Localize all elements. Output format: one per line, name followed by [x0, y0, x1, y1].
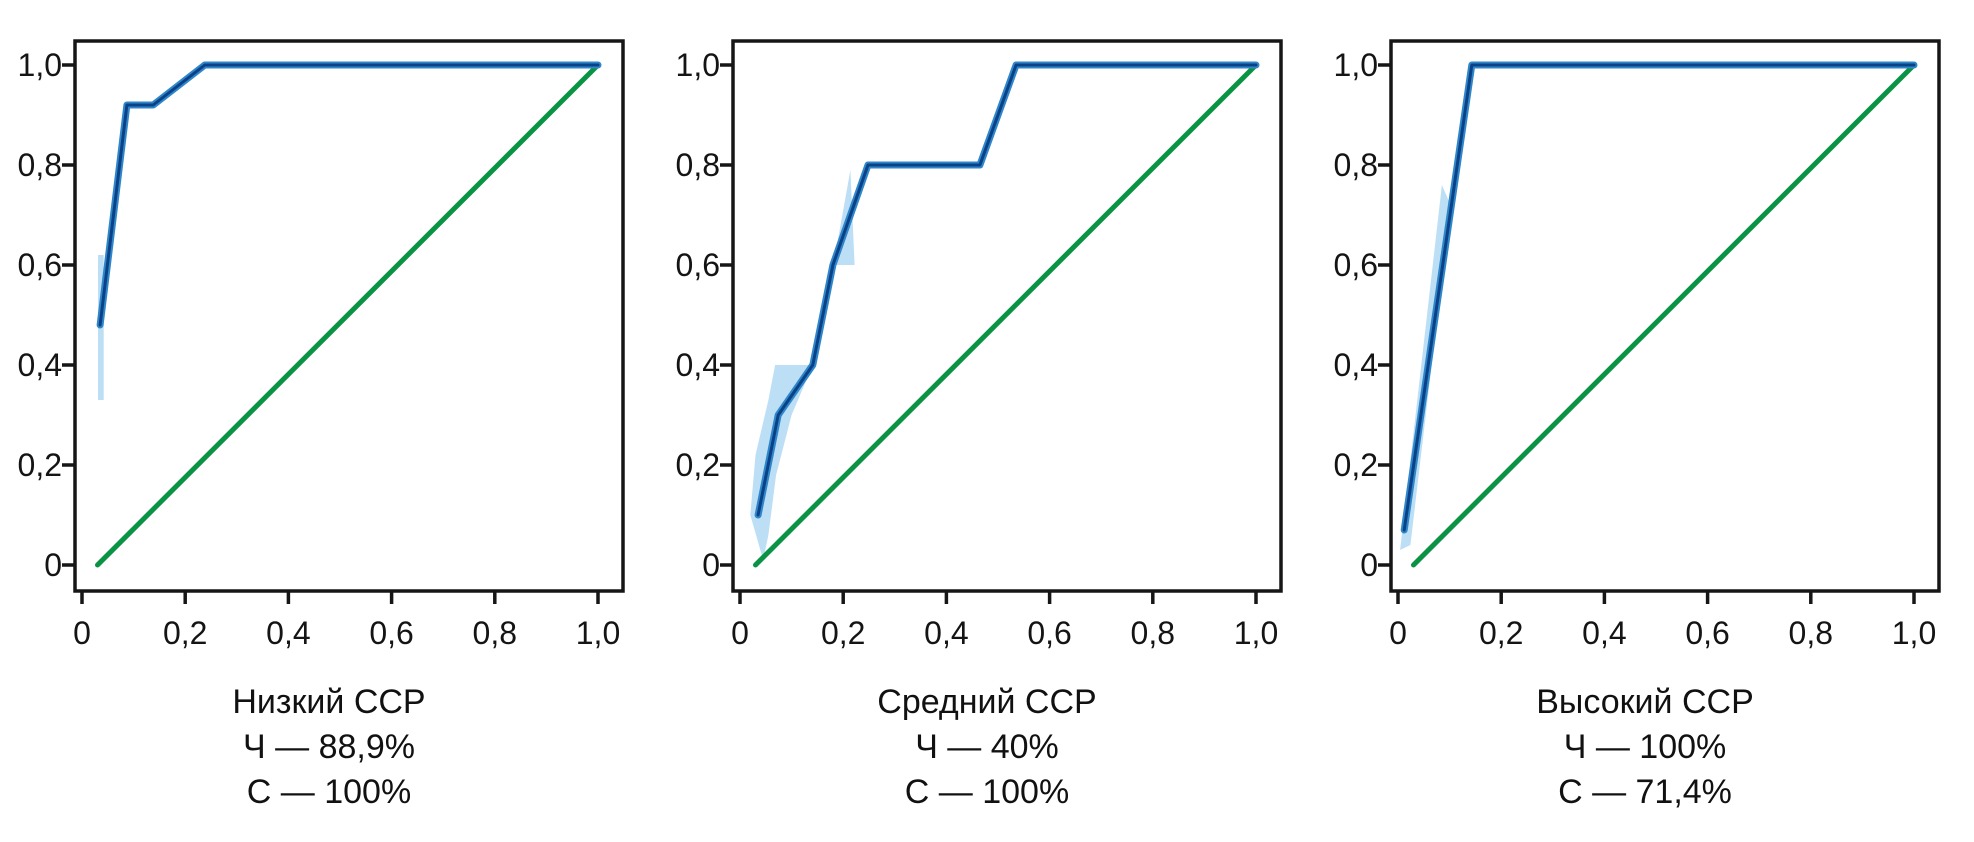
roc-panel-high: 0 0,2 0,4 0,6 0,8 1,0 0 0,2 0,4 0,6 0,8 1,0 Высокий…	[1316, 0, 1974, 842]
x-axis-tick-label: 0,8	[1131, 615, 1175, 651]
panel-title: Высокий ССР	[1536, 683, 1754, 721]
roc-curve-halo	[96, 61, 602, 329]
x-axis-tick-label: 0,2	[163, 615, 207, 651]
y-axis-tick-label: 0	[44, 547, 62, 583]
y-axis-tick-label: 0,4	[1334, 347, 1378, 383]
x-axis-tick-label: 0	[73, 615, 91, 651]
x-axis-tick-label: 0,6	[1685, 615, 1729, 651]
sensitivity-value: Ч — 100%	[1563, 728, 1727, 767]
panel-caption: Низкий ССР Ч — 88,9% С — 100%	[0, 680, 658, 816]
y-axis-tick-label: 0,6	[18, 247, 62, 283]
y-axis-tick-label: 0	[1360, 547, 1378, 583]
roc-curve	[756, 63, 1258, 517]
y-axis-tick-label: 0,4	[18, 347, 62, 383]
x-axis-tick-label: 1,0	[1234, 615, 1278, 651]
y-axis-tick-label: 0,8	[676, 147, 720, 183]
y-axis-tick-label: 0,2	[1334, 447, 1378, 483]
y-axis-tick-label: 1,0	[18, 47, 62, 83]
plot-border	[73, 39, 625, 593]
x-axis-tick-label: 0,6	[369, 615, 413, 651]
y-axis-tick-label: 0,2	[18, 447, 62, 483]
panel-title: Низкий ССР	[232, 683, 426, 721]
x-axis-tick-label: 0	[1389, 615, 1407, 651]
confidence-band-lower	[750, 365, 813, 560]
y-axis-tick-label: 0,8	[1334, 147, 1378, 183]
plot-border	[1389, 39, 1941, 593]
panel-caption: Средний ССР Ч — 40% С — 100%	[658, 680, 1316, 816]
roc-curve	[1402, 63, 1916, 532]
specificity-value: С — 100%	[246, 773, 412, 812]
x-axis-tick-label: 0,4	[266, 615, 310, 651]
roc-curve-halo	[754, 61, 1260, 519]
y-axis-tick-label: 0,2	[676, 447, 720, 483]
plot-border	[731, 39, 1283, 593]
panel-caption: Высокий ССР Ч — 100% С — 71,4%	[1316, 680, 1974, 816]
roc-plot-low: 0 0,2 0,4 0,6 0,8 1,0 0 0,2 0,4 0,6 0,8 1,0	[18, 39, 625, 651]
x-axis-tick-label: 0,4	[1582, 615, 1626, 651]
y-axis-tick-label: 0,6	[676, 247, 720, 283]
y-axis-tick-label: 0,6	[1334, 247, 1378, 283]
x-axis-tick-label: 0,6	[1027, 615, 1071, 651]
y-axis-tick-label: 0,4	[676, 347, 720, 383]
sensitivity-value: Ч — 40%	[915, 728, 1059, 767]
y-axis-tick-label: 1,0	[1334, 47, 1378, 83]
x-axis-tick-label: 0,2	[1479, 615, 1523, 651]
x-axis-tick-label: 0,8	[473, 615, 517, 651]
roc-curve	[98, 63, 600, 327]
x-axis-tick-label: 0,2	[821, 615, 865, 651]
reference-line	[95, 62, 601, 568]
roc-curve-halo	[1400, 61, 1918, 534]
specificity-value: С — 71,4%	[1558, 773, 1732, 812]
y-axis-tick-label: 0	[702, 547, 720, 583]
y-axis-tick-label: 1,0	[676, 47, 720, 83]
roc-plot-high: 0 0,2 0,4 0,6 0,8 1,0 0 0,2 0,4 0,6 0,8 1,0	[1334, 39, 1941, 651]
roc-panel-medium: 0 0,2 0,4 0,6 0,8 1,0 0 0,2 0,4 0,6 0,8 1,0 Средний…	[658, 0, 1316, 842]
panel-title: Средний ССР	[877, 683, 1097, 721]
x-axis-tick-label: 0	[731, 615, 749, 651]
reference-line	[1411, 62, 1917, 568]
y-axis-tick-label: 0,8	[18, 147, 62, 183]
roc-plot-medium: 0 0,2 0,4 0,6 0,8 1,0 0 0,2 0,4 0,6 0,8 1,0	[676, 39, 1283, 651]
x-axis-tick-label: 1,0	[1892, 615, 1936, 651]
reference-line	[753, 62, 1259, 568]
x-axis-tick-label: 1,0	[576, 615, 620, 651]
x-axis-tick-label: 0,4	[924, 615, 968, 651]
specificity-value: С — 100%	[904, 773, 1070, 812]
sensitivity-value: Ч — 88,9%	[243, 728, 415, 767]
x-axis-tick-label: 0,8	[1789, 615, 1833, 651]
roc-panel-low: 0 0,2 0,4 0,6 0,8 1,0 0 0,2 0,4 0,6 0,8 1,0 Низкий …	[0, 0, 658, 842]
